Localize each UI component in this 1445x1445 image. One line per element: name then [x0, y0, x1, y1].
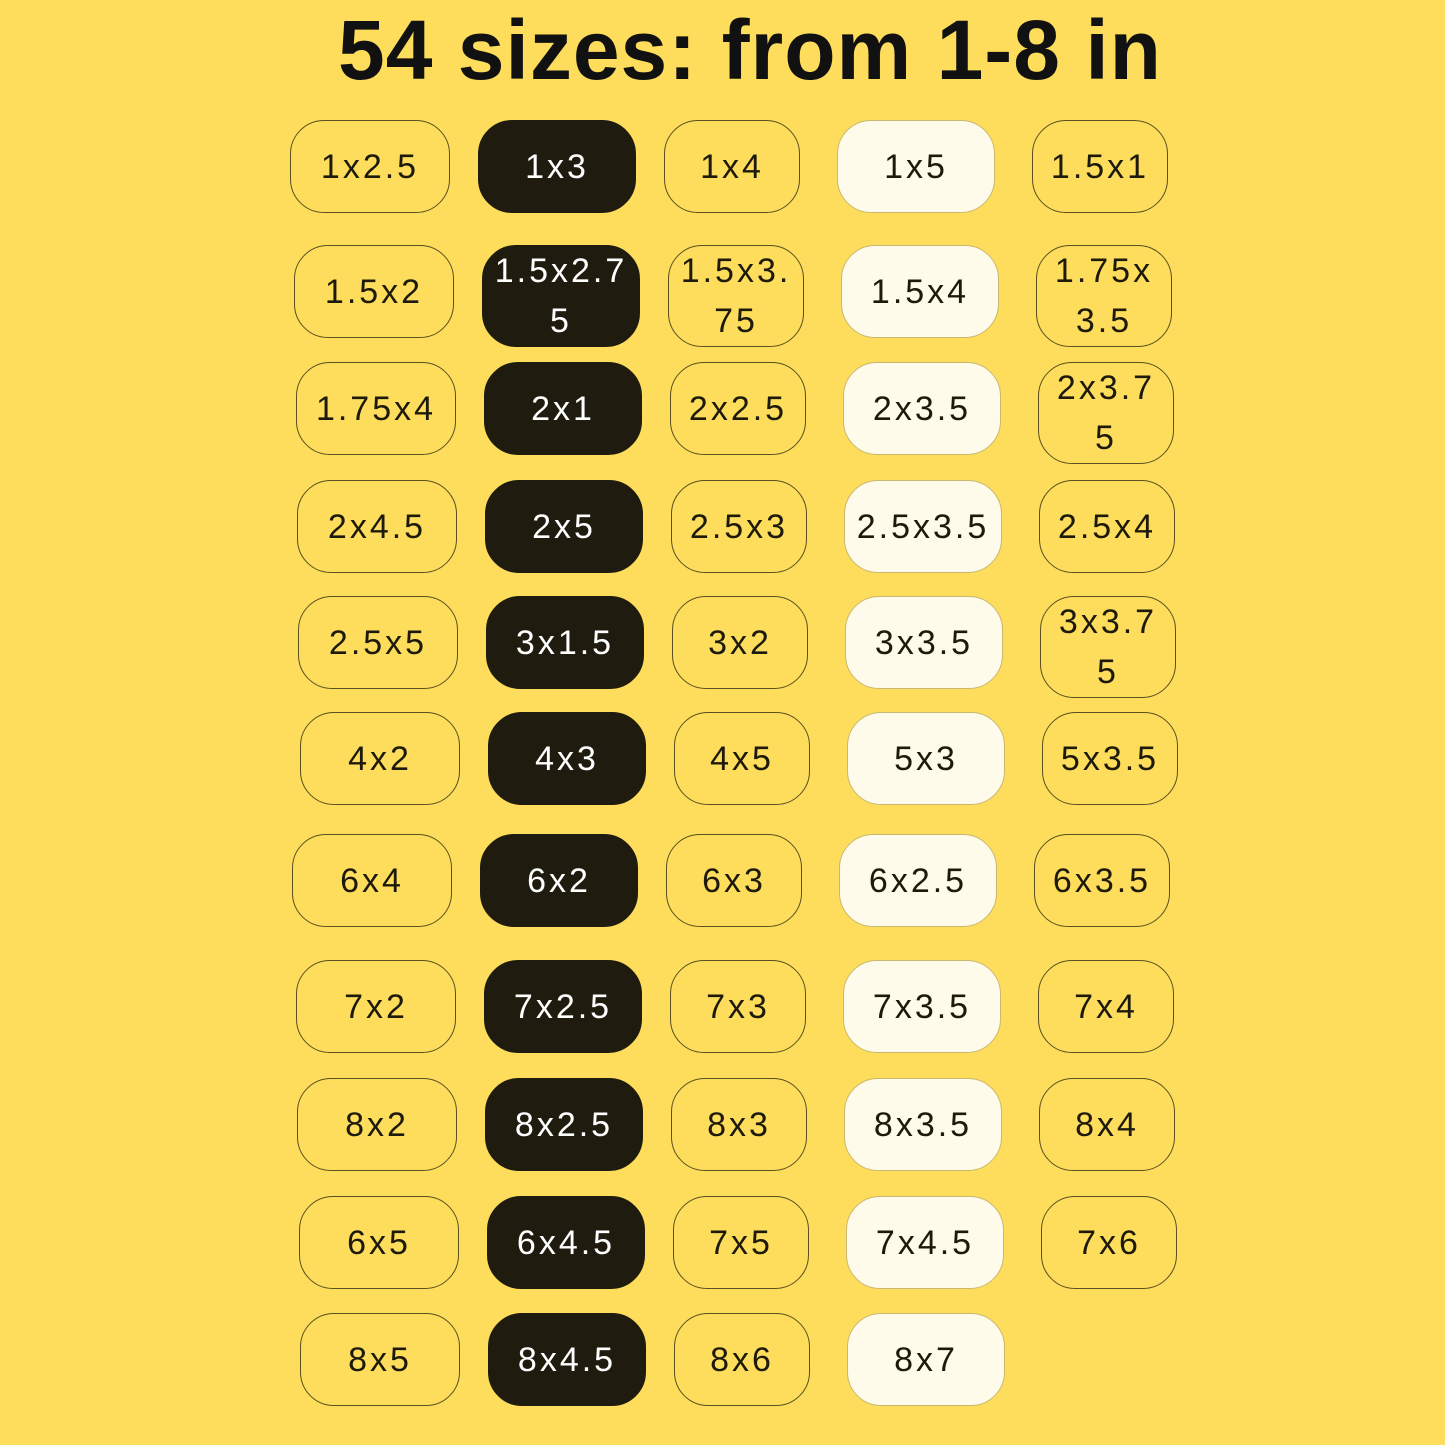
size-option-5x3_5[interactable]: 5x3.5: [1042, 712, 1178, 805]
size-option-6x4_5[interactable]: 6x4.5: [487, 1196, 645, 1289]
size-option-1_5x4[interactable]: 1.5x4: [841, 245, 999, 338]
size-option-3x1_5[interactable]: 3x1.5: [486, 596, 644, 689]
size-option-2x4_5[interactable]: 2x4.5: [297, 480, 457, 573]
size-option-8x4[interactable]: 8x4: [1039, 1078, 1175, 1171]
size-option-1_5x2_75[interactable]: 1.5x2.75: [482, 245, 640, 347]
size-option-8x3[interactable]: 8x3: [671, 1078, 807, 1171]
size-option-8x4_5[interactable]: 8x4.5: [488, 1313, 646, 1406]
size-option-6x5[interactable]: 6x5: [299, 1196, 459, 1289]
size-option-6x2[interactable]: 6x2: [480, 834, 638, 927]
size-option-6x2_5[interactable]: 6x2.5: [839, 834, 997, 927]
size-option-8x5[interactable]: 8x5: [300, 1313, 460, 1406]
size-option-2x5[interactable]: 2x5: [485, 480, 643, 573]
size-option-2x3_5[interactable]: 2x3.5: [843, 362, 1001, 455]
size-option-1x3[interactable]: 1x3: [478, 120, 636, 213]
size-option-2x1[interactable]: 2x1: [484, 362, 642, 455]
size-option-4x2[interactable]: 4x2: [300, 712, 460, 805]
size-option-7x2[interactable]: 7x2: [296, 960, 456, 1053]
size-option-1x5[interactable]: 1x5: [837, 120, 995, 213]
size-option-5x3[interactable]: 5x3: [847, 712, 1005, 805]
size-option-2_5x3_5[interactable]: 2.5x3.5: [844, 480, 1002, 573]
size-option-3x3_75[interactable]: 3x3.75: [1040, 596, 1176, 698]
size-option-8x3_5[interactable]: 8x3.5: [844, 1078, 1002, 1171]
size-option-1_5x2[interactable]: 1.5x2: [294, 245, 454, 338]
size-option-4x3[interactable]: 4x3: [488, 712, 646, 805]
size-option-1_75x4[interactable]: 1.75x4: [296, 362, 456, 455]
size-option-7x5[interactable]: 7x5: [673, 1196, 809, 1289]
size-option-8x7[interactable]: 8x7: [847, 1313, 1005, 1406]
size-option-1x4[interactable]: 1x4: [664, 120, 800, 213]
size-option-8x6[interactable]: 8x6: [674, 1313, 810, 1406]
size-option-2_5x4[interactable]: 2.5x4: [1039, 480, 1175, 573]
size-option-1_75x3_5[interactable]: 1.75x3.5: [1036, 245, 1172, 347]
size-option-2_5x5[interactable]: 2.5x5: [298, 596, 458, 689]
size-option-7x4[interactable]: 7x4: [1038, 960, 1174, 1053]
size-option-7x6[interactable]: 7x6: [1041, 1196, 1177, 1289]
page-title: 54 sizes: from 1-8 in: [338, 3, 1162, 97]
size-option-3x2[interactable]: 3x2: [672, 596, 808, 689]
size-option-6x3_5[interactable]: 6x3.5: [1034, 834, 1170, 927]
size-option-6x3[interactable]: 6x3: [666, 834, 802, 927]
size-option-7x4_5[interactable]: 7x4.5: [846, 1196, 1004, 1289]
size-option-2x3_75[interactable]: 2x3.75: [1038, 362, 1174, 464]
size-option-7x3_5[interactable]: 7x3.5: [843, 960, 1001, 1053]
size-option-1_5x1[interactable]: 1.5x1: [1032, 120, 1168, 213]
size-option-6x4[interactable]: 6x4: [292, 834, 452, 927]
size-option-3x3_5[interactable]: 3x3.5: [845, 596, 1003, 689]
size-option-4x5[interactable]: 4x5: [674, 712, 810, 805]
size-option-7x2_5[interactable]: 7x2.5: [484, 960, 642, 1053]
size-option-2x2_5[interactable]: 2x2.5: [670, 362, 806, 455]
size-option-8x2[interactable]: 8x2: [297, 1078, 457, 1171]
size-option-1x2_5[interactable]: 1x2.5: [290, 120, 450, 213]
size-option-1_5x3_75[interactable]: 1.5x3.75: [668, 245, 804, 347]
size-option-8x2_5[interactable]: 8x2.5: [485, 1078, 643, 1171]
size-option-2_5x3[interactable]: 2.5x3: [671, 480, 807, 573]
size-option-7x3[interactable]: 7x3: [670, 960, 806, 1053]
